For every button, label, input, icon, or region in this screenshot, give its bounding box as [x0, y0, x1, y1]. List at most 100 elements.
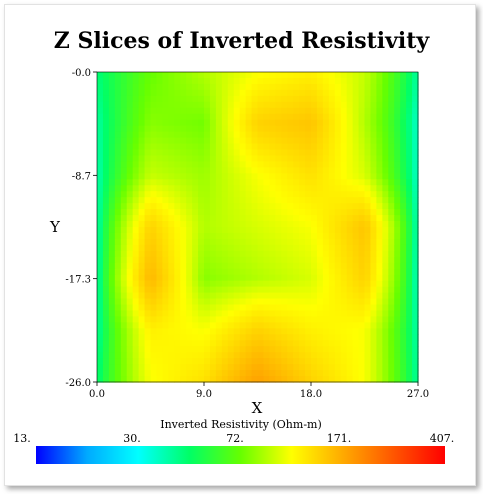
heatmap-cell [412, 197, 419, 204]
heatmap-cell [382, 346, 389, 353]
heatmap-cell [412, 250, 419, 258]
heatmap-cell [162, 149, 169, 157]
heatmap-cell [186, 89, 193, 97]
heatmap-cell [180, 376, 187, 383]
heatmap-cell [239, 101, 247, 109]
heatmap-cell [138, 376, 146, 383]
heatmap-cell [287, 167, 294, 174]
heatmap-cell [215, 185, 223, 192]
heatmap-cell [108, 113, 116, 121]
heatmap-cell [215, 83, 223, 91]
heatmap-cell [394, 292, 401, 300]
heatmap-cell [299, 268, 306, 276]
heatmap-cell [370, 244, 377, 252]
heatmap-cell [328, 72, 336, 79]
heatmap-cell [215, 131, 223, 139]
heatmap-cell [346, 268, 354, 276]
heatmap-cell [227, 286, 235, 294]
heatmap-cell [215, 334, 223, 341]
heatmap-cell [108, 227, 116, 234]
heatmap-cell [328, 143, 336, 151]
heatmap-cell [257, 137, 265, 145]
heatmap-cell [328, 77, 336, 85]
heatmap-cell [346, 256, 354, 264]
heatmap-cell [311, 286, 318, 294]
heatmap-cell [269, 143, 276, 151]
heatmap-cell [400, 101, 407, 109]
heatmap-cell [138, 292, 146, 300]
heatmap-cell [245, 89, 253, 97]
heatmap-cell [328, 185, 336, 192]
heatmap-cell [150, 137, 158, 145]
heatmap-cell [352, 280, 360, 288]
heatmap-cell [376, 191, 383, 198]
heatmap-cell [263, 209, 270, 216]
heatmap-cell [209, 119, 217, 127]
heatmap-cell [263, 149, 270, 157]
heatmap-cell [126, 250, 134, 258]
heatmap-cell [156, 131, 163, 139]
heatmap-cell [293, 298, 300, 306]
heatmap-cell [221, 310, 229, 318]
heatmap-cell [221, 274, 229, 282]
heatmap-cell [198, 322, 205, 329]
heatmap-cell [168, 197, 175, 204]
heatmap-cell [168, 256, 175, 264]
heatmap-cell [352, 185, 360, 192]
heatmap-cell [293, 173, 300, 180]
heatmap-cell [328, 316, 336, 323]
heatmap-cell [144, 125, 152, 133]
heatmap-cell [281, 244, 288, 252]
heatmap-cell [275, 334, 282, 341]
heatmap-cell [221, 95, 229, 103]
heatmap-cell [108, 191, 116, 198]
heatmap-cell [370, 125, 377, 133]
heatmap-cell [316, 203, 324, 210]
heatmap-cell [245, 352, 253, 359]
heatmap-cell [150, 292, 158, 300]
heatmap-cell [394, 191, 401, 198]
heatmap-cell [400, 370, 407, 377]
heatmap-cell [162, 107, 169, 115]
heatmap-cell [114, 131, 122, 139]
heatmap-cell [204, 179, 211, 186]
heatmap-cell [334, 280, 342, 288]
heatmap-cell [287, 155, 294, 163]
heatmap-cell [293, 274, 300, 282]
heatmap-cell [209, 340, 217, 347]
heatmap-cell [406, 167, 413, 174]
heatmap-cell [358, 334, 366, 341]
heatmap-cell [144, 191, 152, 198]
heatmap-cell [114, 203, 122, 210]
heatmap-cell [281, 221, 288, 228]
heatmap-cell [108, 370, 116, 377]
heatmap-cell [263, 376, 270, 383]
heatmap-cell [120, 358, 128, 365]
heatmap-cell [346, 340, 354, 347]
heatmap-cell [186, 173, 193, 180]
heatmap-cell [162, 179, 169, 186]
heatmap-cell [382, 340, 389, 347]
heatmap-cell [162, 197, 169, 204]
heatmap-cell [245, 149, 253, 157]
heatmap-cell [156, 370, 163, 377]
heatmap-cell [364, 113, 372, 121]
heatmap-cell [156, 83, 163, 91]
heatmap-cell [126, 185, 134, 192]
heatmap-cell [334, 227, 342, 234]
heatmap-cell [156, 125, 163, 133]
heatmap-cell [180, 95, 187, 103]
heatmap-cell [174, 227, 181, 234]
heatmap-cell [311, 328, 318, 335]
heatmap-cell [388, 268, 395, 276]
heatmap-cell [97, 107, 104, 115]
heatmap-cell [215, 137, 223, 145]
heatmap-cell [150, 95, 158, 103]
heatmap-cell [269, 322, 276, 329]
heatmap-cell [132, 167, 140, 174]
heatmap-cell [120, 232, 128, 240]
heatmap-cell [299, 310, 306, 318]
heatmap-cell [412, 191, 419, 198]
heatmap-cell [168, 107, 175, 115]
heatmap-cell [239, 83, 247, 91]
